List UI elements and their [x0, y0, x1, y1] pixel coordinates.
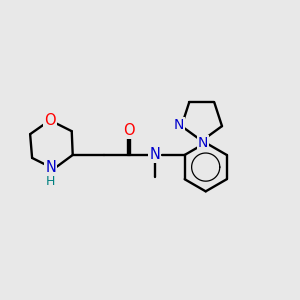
Text: N: N	[149, 148, 161, 163]
Text: H: H	[46, 175, 56, 188]
Text: N: N	[46, 160, 56, 175]
Text: N: N	[173, 118, 184, 132]
Text: O: O	[44, 113, 56, 128]
Text: O: O	[123, 123, 135, 138]
Text: N: N	[197, 136, 208, 150]
